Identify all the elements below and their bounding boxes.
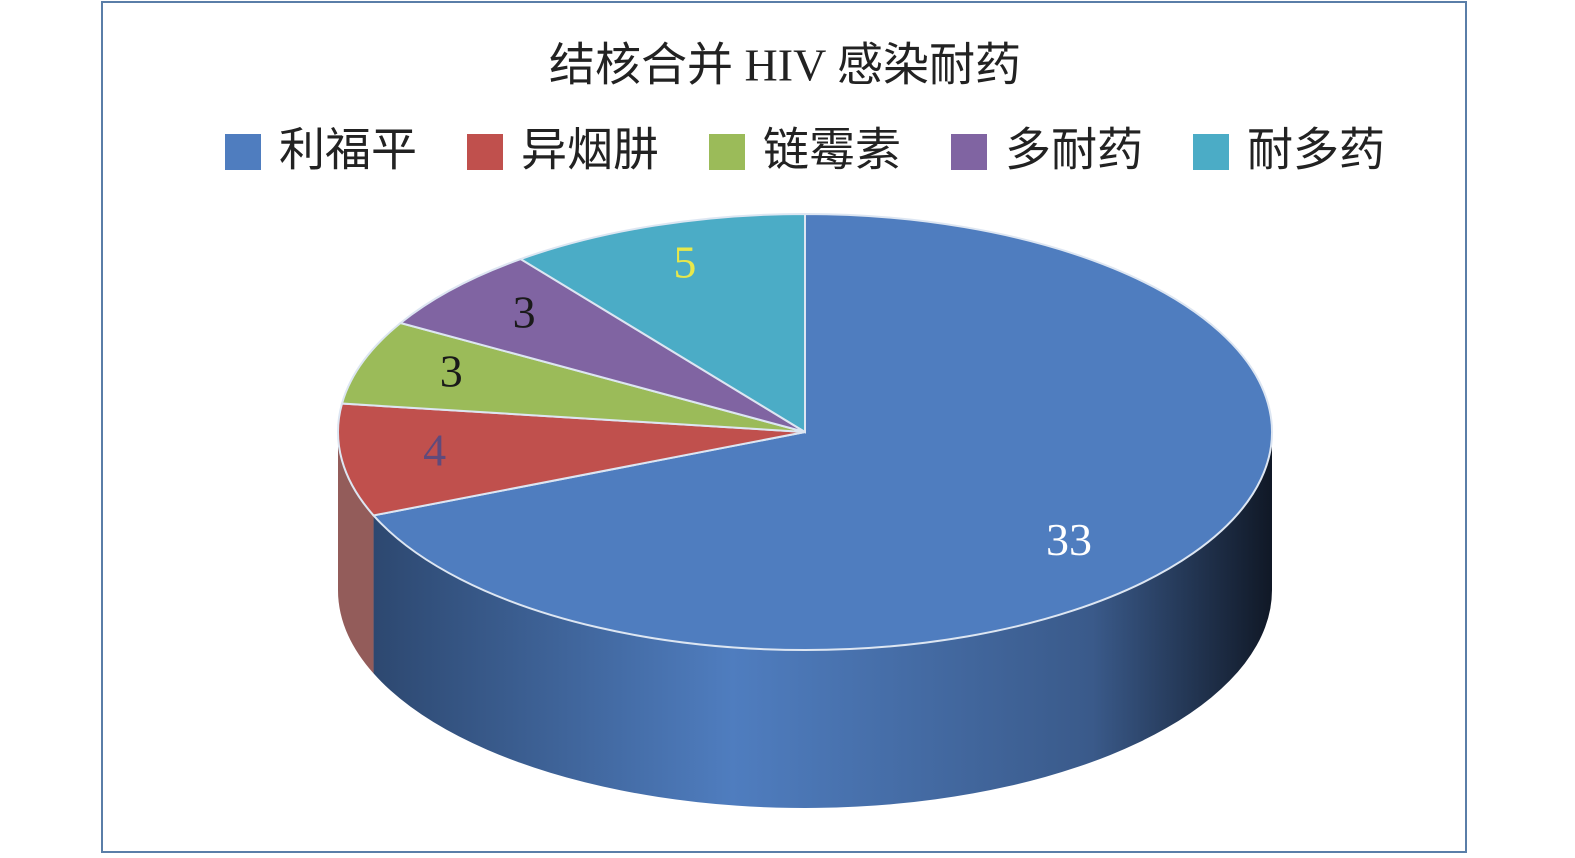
legend-swatch [225,134,261,170]
legend-label: 利福平 [279,123,417,177]
pie-slice [398,257,806,433]
chart-title: 结核合并 HIV 感染耐药 [549,40,1021,91]
legend-swatch [1193,134,1229,170]
data-label: 33 [1046,514,1092,565]
pie-side [373,432,1273,809]
pie-slice [518,212,806,434]
data-label: 4 [423,424,446,475]
legend-swatch [709,134,745,170]
legend-label: 异烟肼 [521,123,659,177]
data-label: 5 [673,236,696,287]
pie-slice [340,321,806,433]
data-label: 3 [440,346,463,397]
pie-slice [371,212,1273,651]
pie-side-shade [338,432,374,674]
legend-swatch [467,134,503,170]
legend-label: 多耐药 [1005,123,1143,177]
pie-side [338,432,374,674]
legend-swatch [951,134,987,170]
legend-label: 链霉素 [763,123,901,177]
data-label: 3 [513,287,536,338]
legend-label: 耐多药 [1247,123,1385,177]
pie-slice [337,402,806,517]
